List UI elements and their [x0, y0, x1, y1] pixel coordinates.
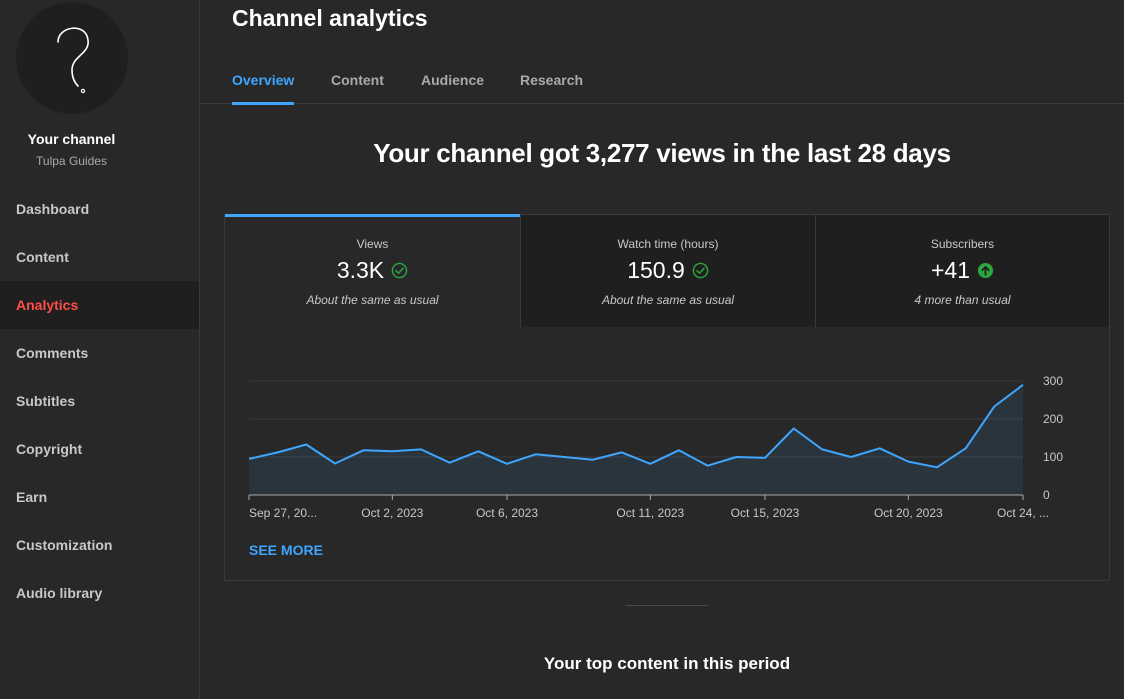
- views-line: [248, 384, 1024, 469]
- metric-note: About the same as usual: [601, 293, 735, 307]
- views-chart[interactable]: 0 100 200 300 Sep 27, 20... Oct 2, 2023 Oct 6,…: [225, 365, 1109, 525]
- top-content-heading: Your top content in this period: [543, 654, 791, 673]
- tab-overview[interactable]: Overview: [232, 56, 295, 105]
- x-tick-label: Oct 6, 2023: [476, 506, 538, 520]
- check-circle-icon: [391, 262, 408, 279]
- tab-audience[interactable]: Audience: [421, 72, 485, 88]
- sidebar-item-content[interactable]: Content: [16, 249, 69, 265]
- channel-name: Tulpa Guides: [36, 154, 107, 168]
- metric-note: About the same as usual: [306, 293, 439, 307]
- main-content: Channel analytics Overview Content Audie…: [200, 0, 1124, 699]
- metric-value: 150.9: [627, 257, 685, 283]
- y-tick-label: 200: [1043, 412, 1063, 426]
- x-tick-label: Oct 11, 2023: [616, 506, 684, 520]
- metric-note: 4 more than usual: [914, 293, 1011, 307]
- metric-tab-watch-time[interactable]: Watch time (hours) 150.9 About the same …: [520, 215, 815, 327]
- sidebar-item-dashboard[interactable]: Dashboard: [16, 201, 90, 217]
- metric-tab-views[interactable]: Views 3.3K About the same as usual: [225, 214, 520, 327]
- y-tick-label: 300: [1043, 374, 1063, 388]
- metric-label: Subscribers: [930, 237, 995, 251]
- sidebar-item-audio-library[interactable]: Audio library: [16, 585, 103, 601]
- see-more-button[interactable]: SEE MORE: [249, 542, 323, 558]
- metric-label: Watch time (hours): [617, 237, 719, 251]
- channel-title: Your channel: [27, 131, 116, 147]
- page-title: Channel analytics: [232, 5, 428, 31]
- metric-tab-subscribers[interactable]: Subscribers +41 4 more than usual: [815, 215, 1109, 327]
- sidebar-item-subtitles[interactable]: Subtitles: [16, 393, 76, 409]
- section-divider: [626, 605, 708, 606]
- x-tick-label: Oct 24, ...: [997, 506, 1049, 520]
- metric-value: 3.3K: [336, 257, 385, 283]
- tab-bar: Overview Content Audience Research: [200, 56, 1124, 105]
- arrow-up-circle-icon: [977, 262, 994, 279]
- y-tick-label: 100: [1043, 450, 1063, 464]
- views-area: [249, 384, 1023, 495]
- tab-content[interactable]: Content: [331, 72, 384, 88]
- sidebar-item-earn[interactable]: Earn: [16, 489, 48, 505]
- tab-research[interactable]: Research: [520, 72, 584, 88]
- overview-card: Views 3.3K About the same as usual Watch…: [224, 214, 1110, 581]
- question-mark-icon: [57, 27, 89, 94]
- channel-avatar[interactable]: [16, 2, 128, 114]
- x-tick-label: Oct 15, 2023: [731, 506, 800, 520]
- sidebar-item-customization[interactable]: Customization: [16, 537, 113, 553]
- metric-value: +41: [930, 257, 970, 283]
- sidebar: Your channel Tulpa Guides Dashboard Cont…: [0, 0, 200, 699]
- check-circle-icon: [692, 262, 709, 279]
- sidebar-nav: Dashboard Content Analytics Comments Sub…: [0, 185, 199, 617]
- views-headline: Your channel got 3,277 views in the last…: [373, 138, 951, 168]
- metric-label: Views: [356, 237, 389, 251]
- x-tick-label: Sep 27, 20...: [249, 506, 317, 520]
- sidebar-item-copyright[interactable]: Copyright: [16, 441, 83, 457]
- sidebar-item-comments[interactable]: Comments: [16, 345, 89, 361]
- sidebar-item-analytics[interactable]: Analytics: [0, 281, 199, 329]
- x-tick-label: Oct 20, 2023: [874, 506, 943, 520]
- x-tick-label: Oct 2, 2023: [361, 506, 423, 520]
- y-tick-label: 0: [1043, 488, 1050, 502]
